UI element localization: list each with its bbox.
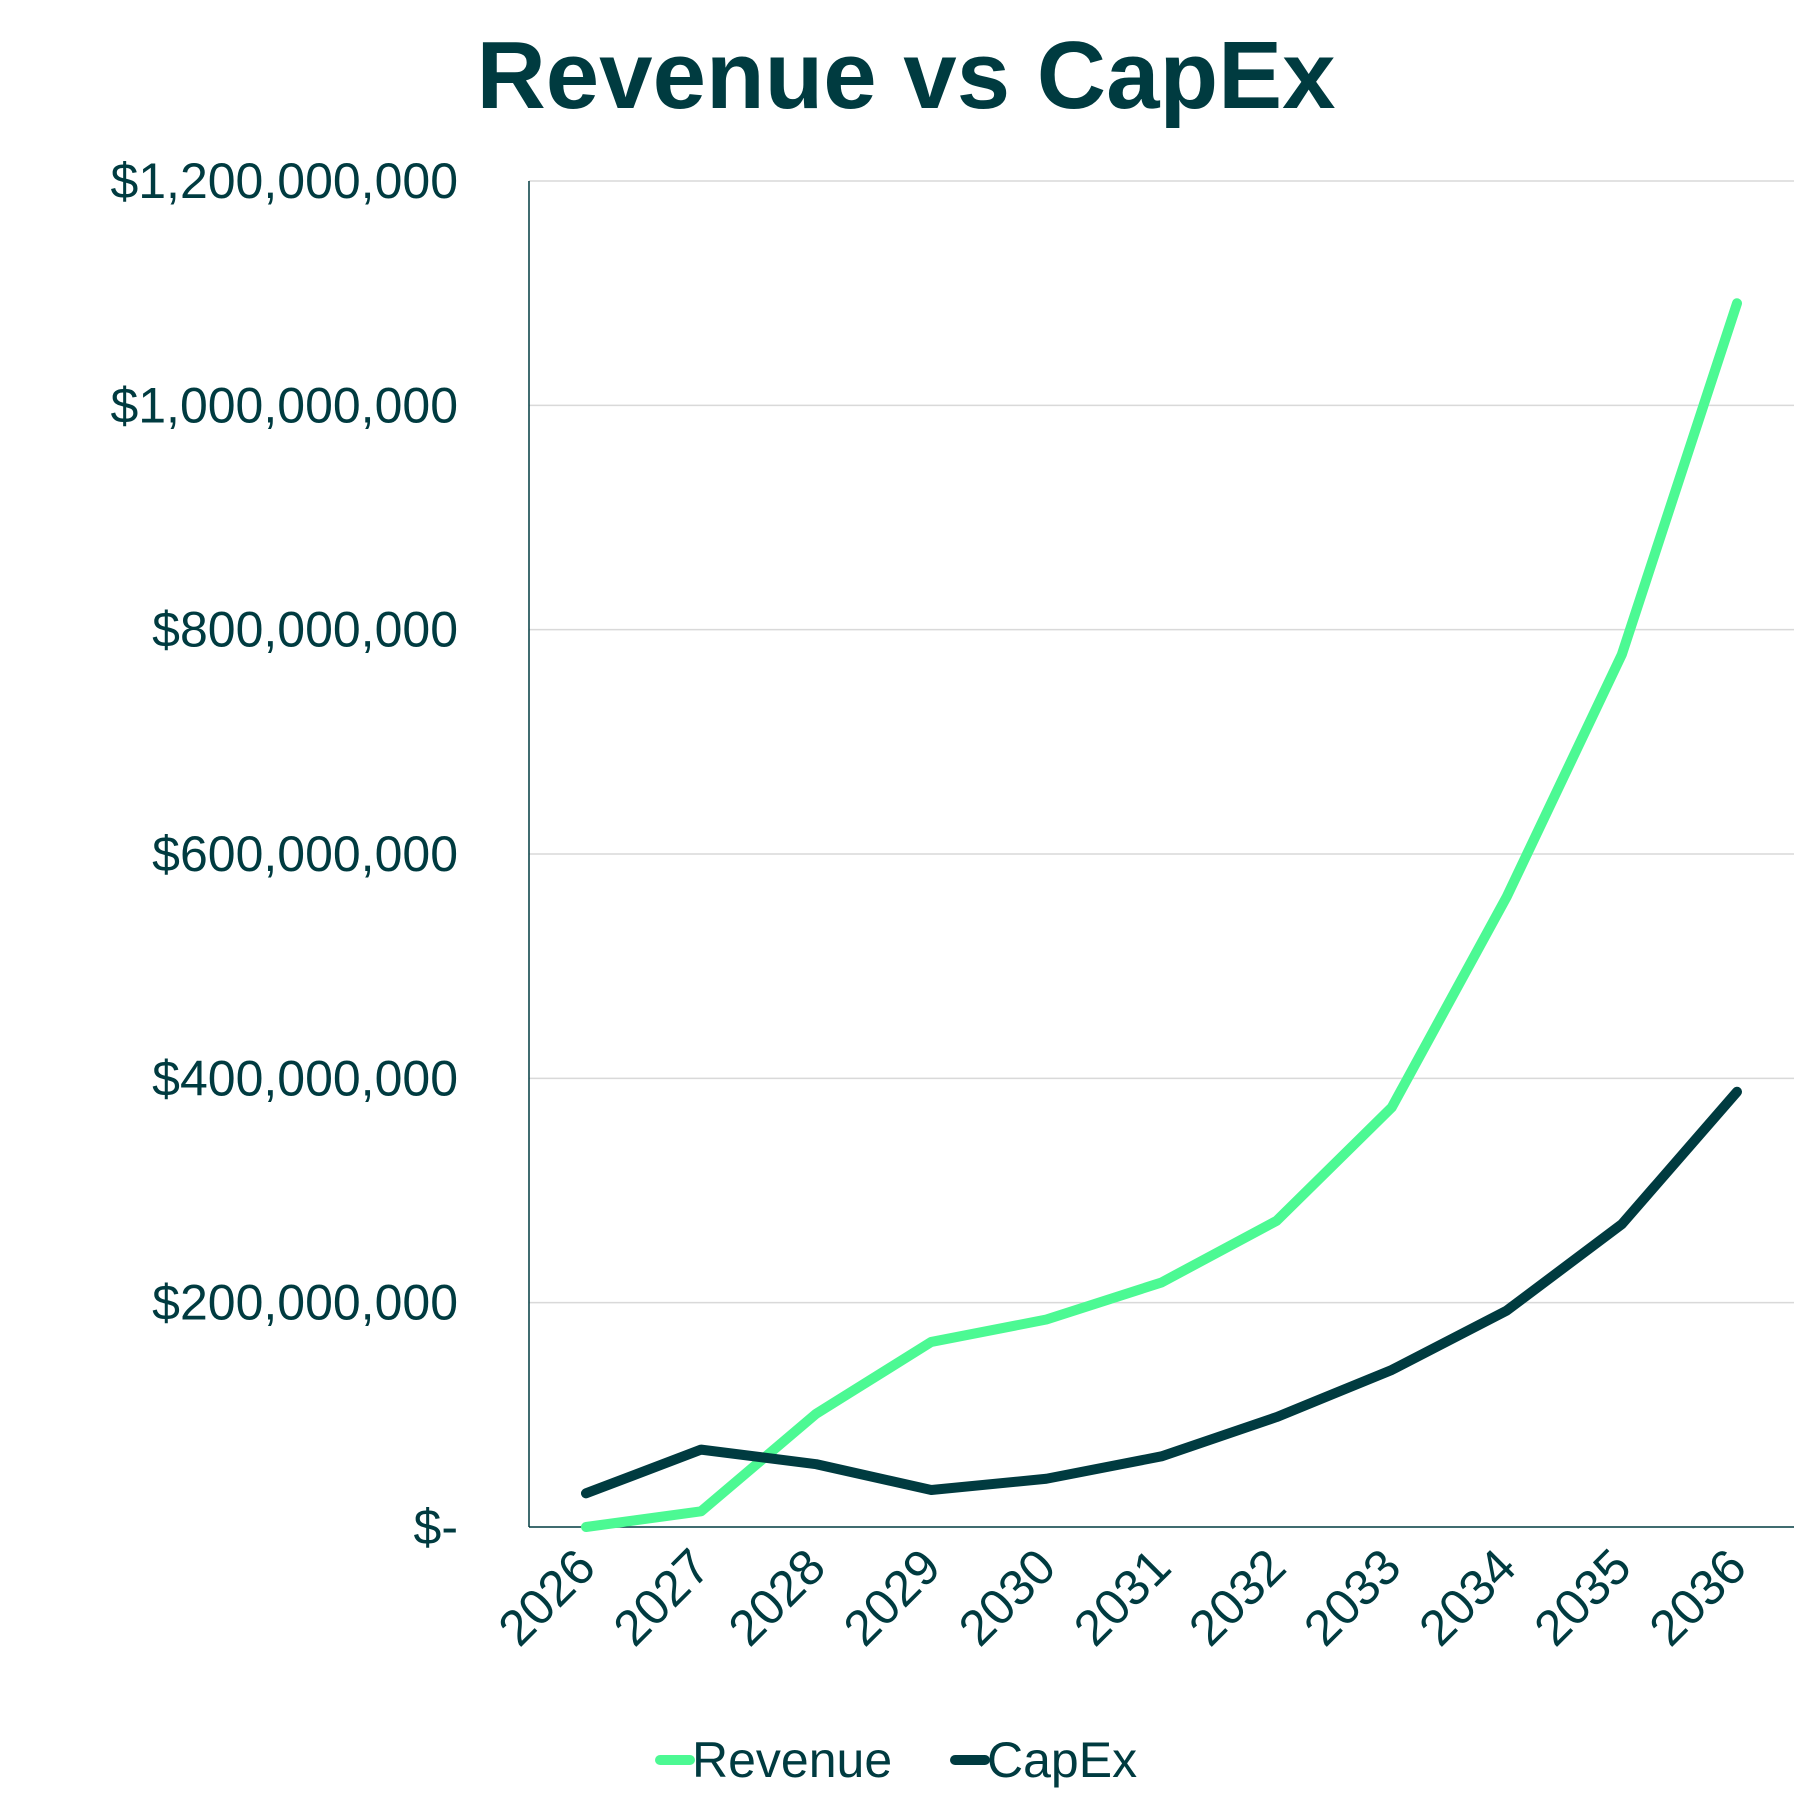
- x-tick-label: 2029: [833, 1538, 951, 1656]
- legend-label: CapEx: [987, 1732, 1137, 1788]
- y-tick-label: $-: [414, 1499, 458, 1555]
- y-tick-label: $200,000,000: [152, 1275, 458, 1331]
- series-lines: [586, 303, 1737, 1527]
- y-axis-ticks: $- $200,000,000 $400,000,000 $600,000,000 $8…: [110, 153, 458, 1555]
- x-tick-label: 2035: [1523, 1538, 1641, 1656]
- series-line-capex: [586, 1092, 1737, 1494]
- y-tick-label: $400,000,000: [152, 1050, 458, 1106]
- y-tick-label: $1,200,000,000: [110, 153, 458, 209]
- x-axis-ticks: 2026202720282029203020312032203320342035…: [488, 1538, 1757, 1656]
- x-tick-label: 2034: [1408, 1538, 1526, 1656]
- chart-title: Revenue vs CapEx: [476, 22, 1335, 129]
- y-tick-label: $600,000,000: [152, 826, 458, 882]
- x-tick-label: 2032: [1178, 1538, 1296, 1656]
- x-tick-label: 2031: [1063, 1538, 1181, 1656]
- series-line-revenue: [586, 303, 1737, 1527]
- x-tick-label: 2030: [948, 1538, 1066, 1656]
- x-tick-label: 2033: [1293, 1538, 1411, 1656]
- x-tick-label: 2027: [603, 1538, 721, 1656]
- y-tick-label: $800,000,000: [152, 602, 458, 658]
- gridlines: [529, 181, 1794, 1303]
- legend: Revenue CapEx: [660, 1732, 1137, 1788]
- x-tick-label: 2026: [488, 1538, 606, 1656]
- y-tick-label: $1,000,000,000: [110, 377, 458, 433]
- x-tick-label: 2036: [1639, 1538, 1757, 1656]
- legend-label: Revenue: [692, 1732, 892, 1788]
- x-tick-label: 2028: [718, 1538, 836, 1656]
